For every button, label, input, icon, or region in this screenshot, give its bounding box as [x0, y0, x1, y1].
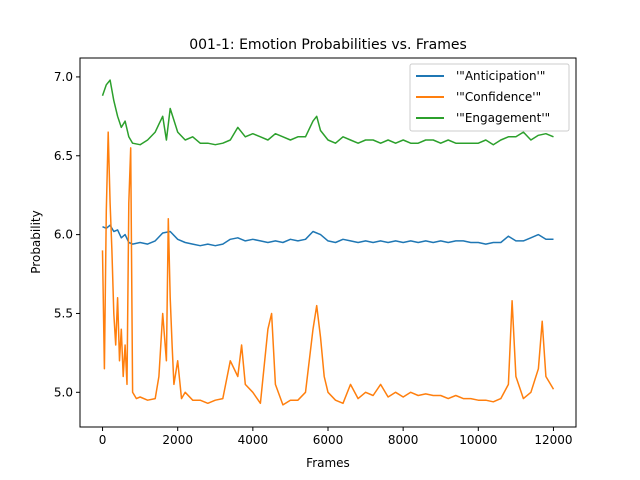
y-tick-label: 5.0	[54, 385, 73, 399]
series-line-0	[102, 224, 554, 247]
x-tick-label: 4000	[238, 433, 269, 447]
series-line-1	[101, 131, 555, 406]
y-tick-label: 7.0	[54, 70, 73, 84]
x-tick-label: 6000	[313, 433, 344, 447]
x-tick-label: 8000	[388, 433, 419, 447]
x-tick-label: 2000	[162, 433, 193, 447]
legend-label-2: '"Engagement'"	[456, 111, 550, 125]
legend-box	[409, 63, 570, 132]
series-layer	[101, 79, 555, 406]
x-axis-ticks: 0 2000 4000 6000 8000 10000 12000	[99, 427, 573, 447]
y-tick-label: 5.5	[54, 306, 73, 320]
legend: '"Anticipation'" '"Confidence'" '"Engageme…	[409, 63, 570, 132]
x-tick-label: 10000	[459, 433, 497, 447]
y-axis-label: Probability	[29, 210, 43, 273]
legend-label-1: '"Confidence'"	[456, 90, 541, 104]
y-axis-ticks: 5.0 5.5 6.0 6.5 7.0	[54, 70, 80, 399]
y-tick-label: 6.5	[54, 149, 73, 163]
chart-title: 001-1: Emotion Probabilities vs. Frames	[189, 37, 467, 53]
x-axis-label: Frames	[306, 456, 350, 470]
x-tick-label: 12000	[534, 433, 572, 447]
x-tick-label: 0	[99, 433, 107, 447]
y-tick-label: 6.0	[54, 228, 73, 242]
series-line-2	[101, 79, 554, 146]
legend-label-0: '"Anticipation'"	[456, 69, 545, 83]
